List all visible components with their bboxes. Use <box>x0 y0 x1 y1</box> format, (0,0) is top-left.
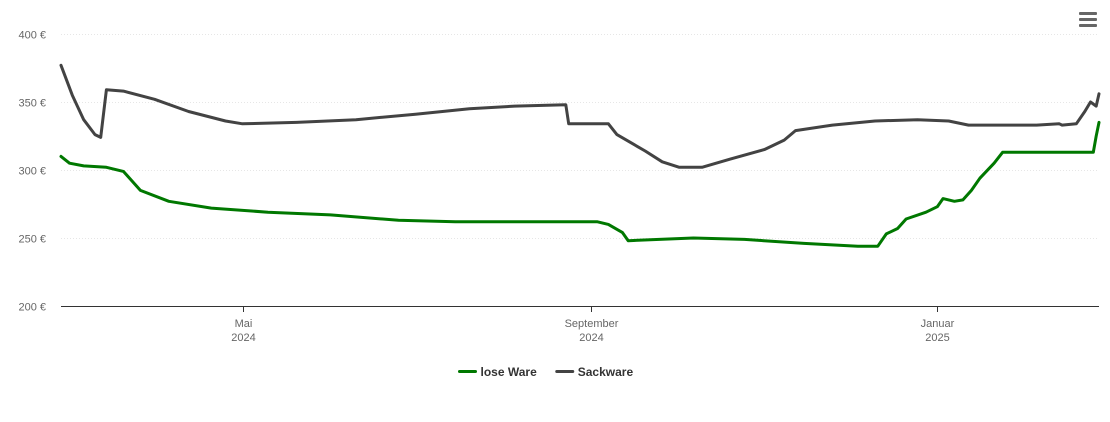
y-axis: 200 € 250 € 300 € 350 € 400 € <box>18 30 46 314</box>
x-tick-label-month: September <box>565 318 619 330</box>
x-tick-label-month: Mai <box>235 318 253 330</box>
grid-lines <box>61 34 1099 239</box>
legend-label: Sackware <box>578 365 634 379</box>
y-tick-label: 200 € <box>18 302 46 314</box>
y-tick-label: 350 € <box>18 98 46 110</box>
series-line-sackware[interactable] <box>59 63 1101 169</box>
x-axis: Mai 2024 September 2024 Januar 2025 <box>61 306 1099 344</box>
legend-label: lose Ware <box>481 365 538 379</box>
legend-item-sackware[interactable]: Sackware <box>555 365 634 379</box>
series-line-lose-ware[interactable] <box>59 120 1101 248</box>
hamburger-menu-icon[interactable] <box>1079 12 1097 30</box>
x-tick-label-year: 2024 <box>231 332 255 344</box>
legend-item-lose-ware[interactable]: lose Ware <box>458 365 538 379</box>
x-tick-label-year: 2025 <box>925 332 949 344</box>
legend[interactable]: lose Ware Sackware <box>458 365 634 379</box>
y-tick-label: 400 € <box>18 30 46 42</box>
series-lines <box>59 63 1101 248</box>
y-tick-label: 250 € <box>18 234 46 246</box>
x-tick-label-year: 2024 <box>579 332 603 344</box>
x-tick-label-month: Januar <box>921 318 955 330</box>
y-tick-label: 300 € <box>18 166 46 178</box>
